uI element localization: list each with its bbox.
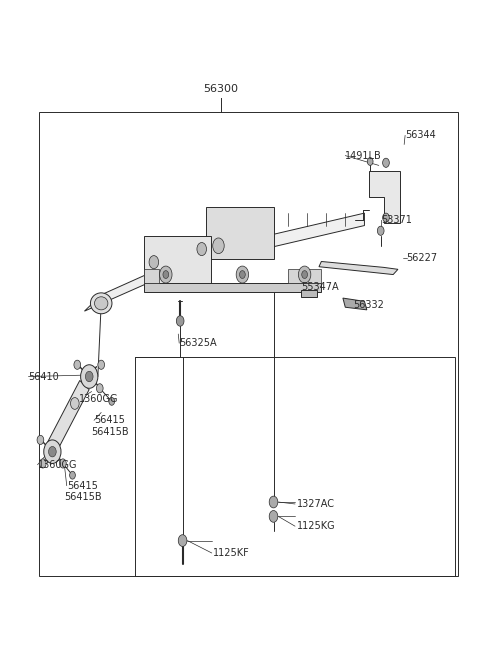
Circle shape: [236, 266, 249, 283]
Circle shape: [98, 360, 105, 369]
Circle shape: [377, 226, 384, 235]
Circle shape: [44, 440, 61, 464]
Circle shape: [74, 360, 81, 369]
Text: 1327AC: 1327AC: [297, 499, 335, 509]
Circle shape: [48, 447, 56, 457]
Circle shape: [299, 266, 311, 283]
Circle shape: [213, 238, 224, 253]
Ellipse shape: [95, 297, 108, 310]
Polygon shape: [343, 298, 367, 310]
Polygon shape: [301, 290, 317, 297]
Circle shape: [109, 398, 115, 405]
Circle shape: [240, 271, 245, 278]
Text: 56332: 56332: [353, 300, 384, 310]
Circle shape: [269, 496, 278, 508]
Circle shape: [383, 213, 389, 222]
Circle shape: [70, 472, 75, 479]
Text: 56227: 56227: [407, 253, 438, 263]
Circle shape: [159, 266, 172, 283]
Text: 1360GG: 1360GG: [79, 394, 118, 404]
Circle shape: [383, 159, 389, 168]
Circle shape: [302, 271, 308, 278]
Text: 56325A: 56325A: [179, 338, 217, 348]
Polygon shape: [266, 213, 364, 248]
Text: 56415B: 56415B: [92, 427, 129, 437]
Circle shape: [149, 255, 158, 269]
Text: 56344: 56344: [405, 130, 436, 140]
Circle shape: [197, 242, 206, 255]
Circle shape: [37, 436, 44, 445]
Polygon shape: [144, 236, 211, 285]
Text: 56415B: 56415B: [64, 493, 101, 502]
Circle shape: [71, 398, 79, 409]
Circle shape: [178, 534, 187, 546]
Text: 1360GG: 1360GG: [37, 460, 77, 470]
Polygon shape: [206, 206, 274, 259]
Circle shape: [269, 510, 278, 522]
Circle shape: [60, 459, 66, 468]
Text: 55347A: 55347A: [301, 282, 338, 292]
Text: 56410: 56410: [28, 371, 59, 381]
Circle shape: [176, 316, 184, 326]
Circle shape: [163, 271, 168, 278]
Circle shape: [96, 384, 103, 393]
Polygon shape: [369, 171, 400, 223]
Text: 56415: 56415: [94, 415, 125, 425]
Text: 53371: 53371: [382, 215, 412, 225]
Polygon shape: [144, 269, 158, 283]
Text: 1491LB: 1491LB: [345, 151, 382, 160]
Polygon shape: [48, 381, 89, 451]
Polygon shape: [84, 219, 269, 311]
Bar: [39, 112, 458, 576]
Circle shape: [39, 459, 46, 468]
Ellipse shape: [90, 293, 112, 314]
Circle shape: [81, 365, 98, 388]
Text: 1125KF: 1125KF: [213, 548, 250, 558]
Polygon shape: [319, 261, 398, 274]
Text: 1125KG: 1125KG: [297, 521, 335, 531]
Text: 56415: 56415: [67, 481, 97, 491]
Polygon shape: [288, 269, 322, 283]
Circle shape: [85, 371, 93, 382]
Polygon shape: [144, 283, 322, 291]
Text: 56300: 56300: [204, 84, 239, 94]
Bar: [135, 357, 456, 576]
Circle shape: [367, 158, 373, 166]
